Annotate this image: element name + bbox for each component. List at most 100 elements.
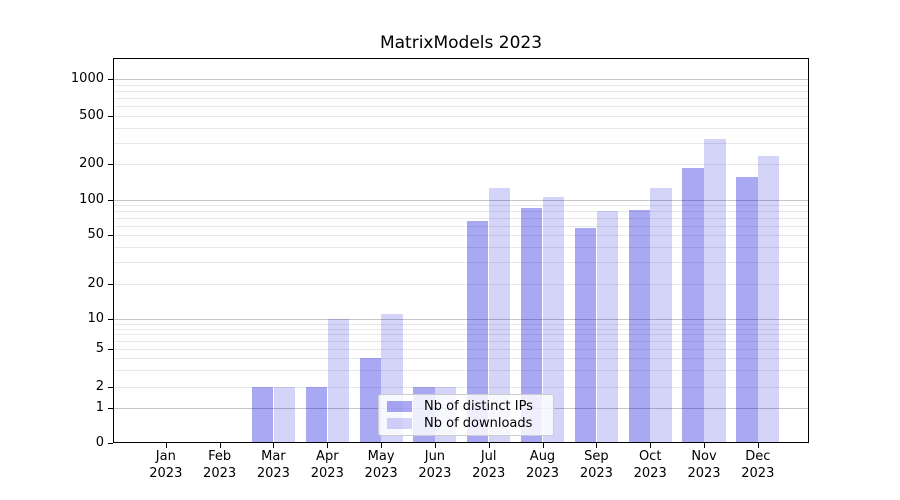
- chart-title: MatrixModels 2023: [379, 33, 543, 53]
- x-tick-year: 2023: [472, 466, 506, 481]
- gridline-minor-50: [114, 235, 808, 236]
- y-tick-label-5: 5: [95, 341, 104, 356]
- x-tick-month: Aug: [529, 449, 556, 464]
- y-tick-label-200: 200: [79, 156, 104, 171]
- gridline-minor-8: [114, 328, 808, 330]
- gridline-minor-800: [114, 90, 808, 92]
- x-tick-month: Feb: [208, 449, 232, 464]
- gridline-minor-40: [114, 246, 808, 248]
- x-tick-year: 2023: [687, 466, 721, 481]
- y-tick-label-1: 1: [95, 400, 104, 415]
- y-tick-label-1000: 1000: [70, 71, 104, 86]
- y-tick-mark-200: [108, 164, 113, 165]
- bar-downloads-dec: [758, 155, 780, 443]
- x-tick-month: Jan: [155, 449, 176, 464]
- x-tick-year: 2023: [203, 466, 237, 481]
- gridline-minor-3: [114, 370, 808, 372]
- x-tick-label-feb: Feb 2023: [188, 448, 252, 482]
- legend: Nb of distinct IPs Nb of downloads: [378, 394, 554, 436]
- gridline-minor-20: [114, 284, 808, 285]
- x-tick-month: Jul: [480, 449, 497, 464]
- x-tick-mark-may: [381, 443, 383, 448]
- x-tick-mark-jan: [165, 443, 167, 448]
- x-tick-label-oct: Oct 2023: [618, 448, 682, 482]
- bar-ips-apr: [305, 387, 328, 443]
- bar-ips-sep: [574, 228, 597, 443]
- x-tick-month: Jun: [424, 449, 446, 464]
- gridline-minor-60: [114, 225, 808, 227]
- y-tick-label-50: 50: [87, 227, 104, 242]
- y-tick-label-100: 100: [79, 192, 104, 207]
- x-tick-year: 2023: [579, 466, 613, 481]
- y-tick-label-20: 20: [87, 276, 104, 291]
- x-tick-year: 2023: [149, 466, 183, 481]
- x-tick-month: Mar: [261, 449, 286, 464]
- gridline-minor-700: [114, 98, 808, 99]
- x-tick-year: 2023: [418, 466, 452, 481]
- y-tick-mark-50: [108, 235, 113, 236]
- gridline-minor-300: [114, 142, 808, 144]
- gridline-minor-400: [114, 127, 808, 129]
- x-tick-year: 2023: [256, 466, 290, 481]
- x-tick-month: Oct: [638, 449, 662, 464]
- x-tick-year: 2023: [310, 466, 344, 481]
- y-tick-mark-10: [108, 319, 113, 320]
- legend-swatch-distinct-ips: [387, 401, 412, 412]
- bar-ips-mar: [251, 387, 274, 443]
- legend-item-distinct-ips: Nb of distinct IPs: [387, 399, 545, 414]
- x-tick-mark-feb: [219, 443, 221, 448]
- bar-downloads-nov: [704, 139, 726, 443]
- y-tick-mark-2: [108, 387, 113, 388]
- y-tick-mark-20: [108, 284, 113, 285]
- x-tick-year: 2023: [633, 466, 667, 481]
- gridline-minor-4: [114, 358, 808, 360]
- legend-item-downloads: Nb of downloads: [387, 416, 545, 431]
- bar-ips-oct: [628, 210, 650, 443]
- x-tick-label-apr: Apr 2023: [295, 448, 359, 482]
- gridline-minor-2: [114, 387, 808, 388]
- gridline-minor-80: [114, 211, 808, 213]
- gridline-minor-9: [114, 323, 808, 325]
- legend-label-distinct-ips: Nb of distinct IPs: [424, 399, 533, 414]
- gridline-minor-30: [114, 262, 808, 264]
- y-tick-mark-1000: [108, 79, 113, 80]
- x-tick-mark-jul: [488, 443, 490, 448]
- x-tick-month: Dec: [745, 449, 771, 464]
- x-tick-label-aug: Aug 2023: [511, 448, 575, 482]
- x-tick-mark-apr: [327, 443, 329, 448]
- gridline-minor-70: [114, 218, 808, 219]
- x-tick-mark-oct: [650, 443, 652, 448]
- bar-downloads-apr: [327, 319, 349, 443]
- y-tick-label-10: 10: [87, 311, 104, 326]
- x-tick-mark-sep: [596, 443, 598, 448]
- gridline-minor-500: [114, 116, 808, 117]
- x-tick-label-jun: Jun 2023: [403, 448, 467, 482]
- bar-downloads-sep: [596, 211, 618, 443]
- gridline-minor-900: [114, 84, 808, 86]
- bar-ips-dec: [736, 176, 758, 443]
- x-tick-year: 2023: [364, 466, 398, 481]
- y-tick-mark-500: [108, 116, 113, 117]
- x-tick-label-sep: Sep 2023: [564, 448, 628, 482]
- x-tick-month: Apr: [316, 449, 339, 464]
- bar-downloads-oct: [650, 187, 672, 443]
- gridline-minor-90: [114, 205, 808, 207]
- y-tick-label-0: 0: [95, 435, 104, 450]
- x-tick-label-jan: Jan 2023: [134, 448, 198, 482]
- gridline-minor-600: [114, 106, 808, 108]
- x-tick-mark-mar: [273, 443, 275, 448]
- x-tick-year: 2023: [525, 466, 560, 481]
- x-tick-mark-nov: [704, 443, 705, 448]
- x-tick-month: Nov: [691, 449, 717, 464]
- gridline-minor-200: [114, 164, 808, 165]
- legend-label-downloads: Nb of downloads: [424, 416, 533, 431]
- x-tick-label-jul: Jul 2023: [457, 448, 521, 482]
- y-tick-mark-5: [108, 349, 113, 350]
- x-tick-mark-dec: [757, 443, 759, 448]
- y-tick-mark-1: [108, 408, 113, 409]
- gridline-major-1000: [114, 79, 808, 80]
- y-tick-label-500: 500: [79, 108, 104, 123]
- gridline-minor-5: [114, 349, 808, 350]
- gridline-minor-6: [114, 341, 808, 343]
